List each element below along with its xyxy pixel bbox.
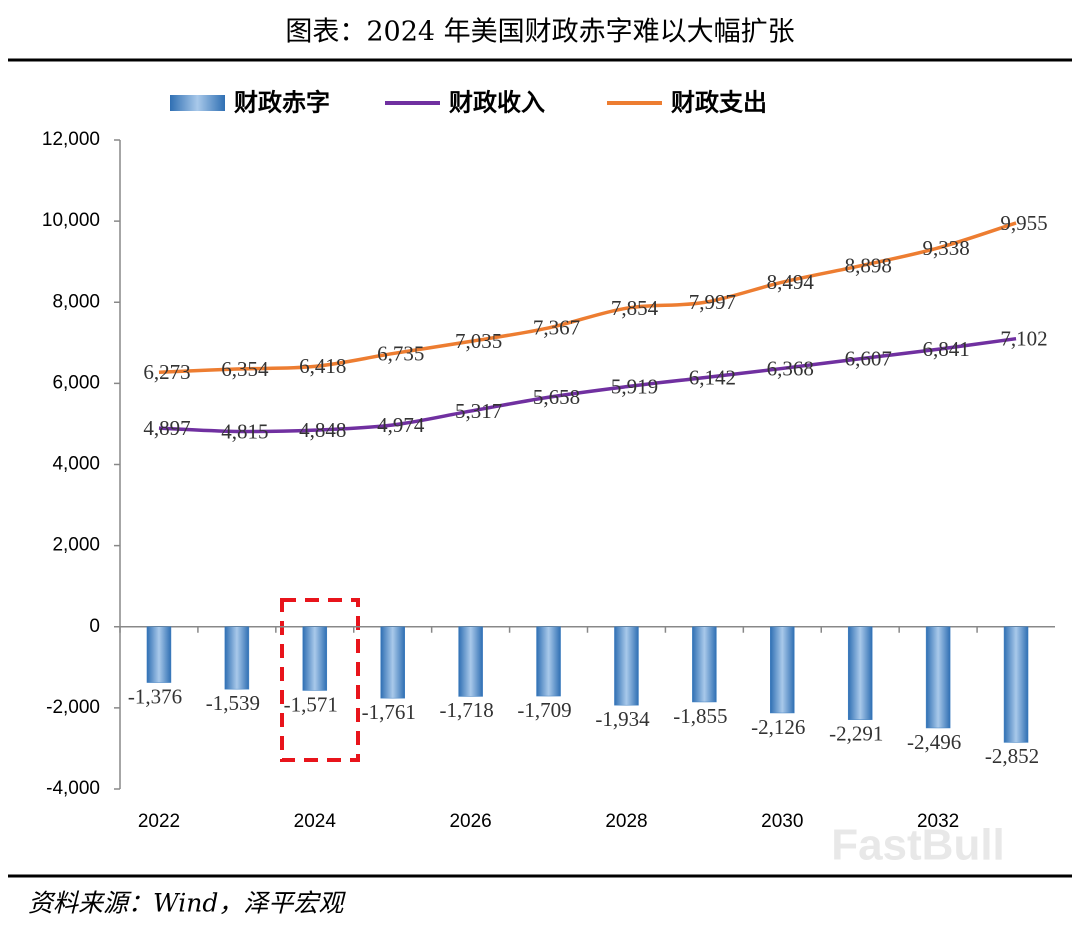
data-label: -2,852	[985, 744, 1039, 768]
legend-label: 财政赤字	[234, 88, 330, 117]
x-tick-label: 2026	[449, 811, 491, 832]
data-label: 8,898	[845, 254, 892, 278]
data-label: 6,354	[221, 357, 269, 381]
data-label: 5,919	[611, 374, 658, 398]
x-tick-label: 2024	[294, 811, 337, 832]
data-label: -2,496	[907, 730, 961, 754]
data-label: -1,376	[128, 684, 182, 708]
data-label: 9,338	[923, 236, 970, 260]
bar	[770, 626, 795, 714]
data-label: 5,658	[533, 385, 580, 409]
data-label: 6,607	[845, 347, 892, 371]
y-tick-label: -4,000	[46, 778, 100, 799]
bar	[614, 626, 639, 706]
bar	[1003, 626, 1029, 743]
legend-swatch	[170, 95, 225, 111]
y-tick-label: 4,000	[52, 454, 100, 475]
line	[158, 221, 1017, 375]
y-tick-label: 6,000	[52, 372, 100, 393]
data-label: -1,761	[362, 700, 416, 724]
data-label: -1,718	[440, 698, 494, 722]
y-tick-label: 0	[89, 616, 100, 637]
data-label: -1,571	[284, 692, 338, 716]
data-label: 4,974	[377, 413, 425, 437]
data-label: 6,142	[689, 365, 736, 389]
legend-label: 财政收入	[449, 88, 545, 117]
data-label: 7,854	[611, 296, 659, 320]
bar	[380, 626, 405, 699]
data-label: 6,735	[377, 341, 424, 365]
y-tick-label: 12,000	[42, 129, 100, 150]
data-label: -2,126	[751, 715, 805, 739]
bar	[224, 626, 250, 690]
highlight-box	[280, 598, 360, 762]
data-label: -2,291	[829, 721, 883, 745]
line	[158, 336, 1017, 434]
x-tick-label: 2032	[917, 811, 959, 832]
bar	[925, 626, 951, 729]
data-label: 4,897	[143, 416, 190, 440]
data-label: 7,367	[533, 316, 580, 340]
bar	[536, 626, 561, 697]
data-label: 6,841	[923, 337, 970, 361]
watermark: FastBull	[831, 821, 1005, 870]
data-label: 4,815	[221, 419, 268, 443]
y-tick-label: 8,000	[52, 291, 100, 312]
y-tick-label: 2,000	[52, 535, 100, 556]
data-label: -1,539	[206, 691, 260, 715]
y-tick-label: -2,000	[46, 697, 100, 718]
page-title: 图表：2024 年美国财政赤字难以大幅扩张	[285, 17, 794, 48]
bar	[458, 626, 483, 697]
data-label: -1,709	[517, 698, 571, 722]
data-label: 6,273	[143, 360, 190, 384]
data-label: 6,418	[299, 354, 346, 378]
data-label: 9,955	[1000, 211, 1047, 235]
data-label: 8,494	[767, 270, 815, 294]
data-label: 4,848	[299, 418, 346, 442]
data-label: 7,035	[455, 329, 502, 353]
bar	[692, 626, 717, 703]
data-label: -1,934	[595, 707, 650, 731]
data-label: 6,368	[767, 356, 814, 380]
x-tick-label: 2028	[605, 811, 647, 832]
data-label: 7,102	[1000, 326, 1047, 350]
data-label: 7,997	[689, 290, 736, 314]
bar	[847, 626, 873, 720]
bar	[146, 626, 172, 683]
y-tick-label: 10,000	[42, 210, 100, 231]
x-tick-label: 2022	[138, 811, 180, 832]
x-tick-label: 2030	[761, 811, 803, 832]
data-label: -1,855	[673, 704, 727, 728]
source: 资料来源：Wind，泽平宏观	[28, 889, 346, 918]
bar	[302, 626, 328, 691]
data-label: 5,317	[455, 399, 502, 423]
legend-label: 财政支出	[671, 88, 767, 117]
